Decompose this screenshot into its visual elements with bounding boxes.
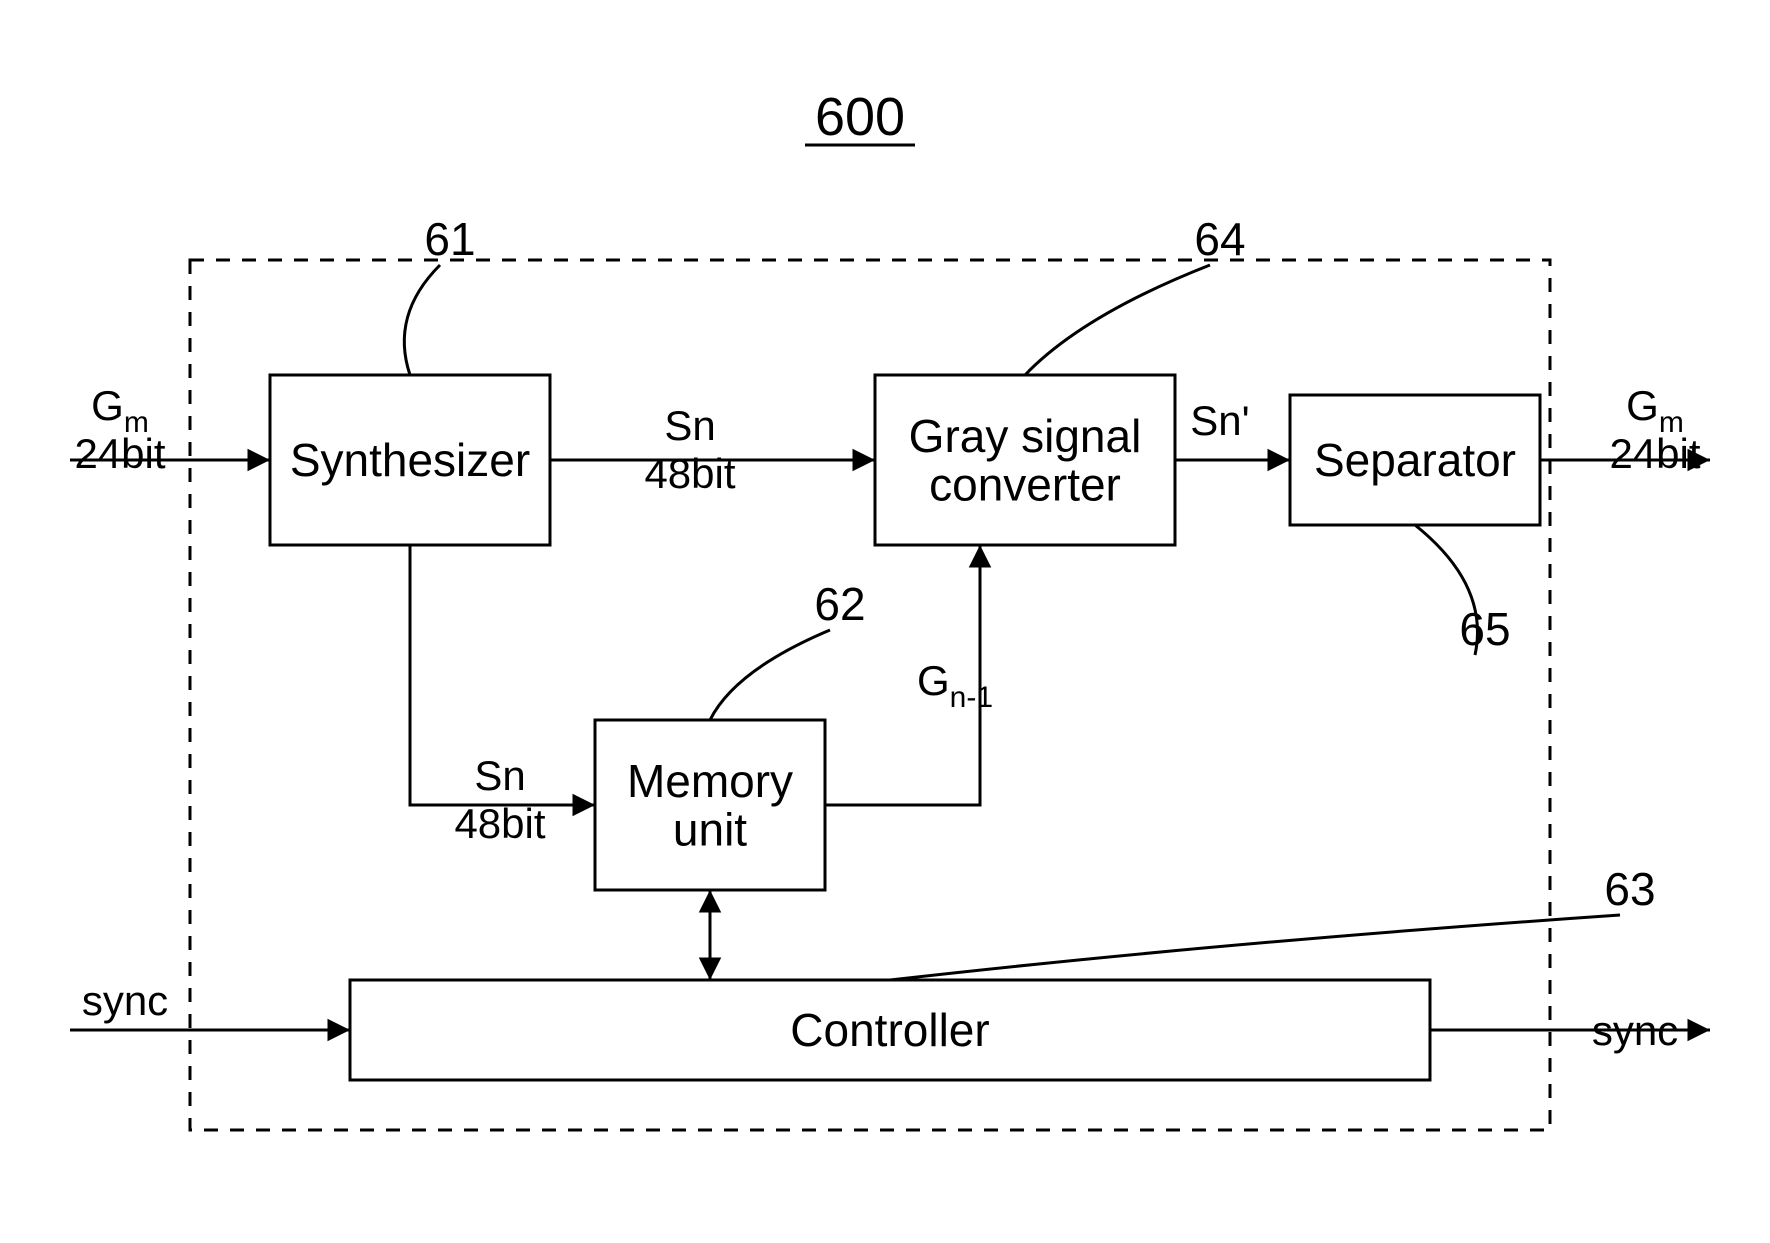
label-sync-out: sync — [1592, 1007, 1678, 1054]
memory-ref-leader — [710, 630, 830, 720]
controller-ref: 63 — [1604, 863, 1655, 915]
label-gn1: Gn-1 — [917, 657, 993, 714]
converter-label: Gray signal — [909, 410, 1142, 462]
synthesizer-ref: 61 — [424, 213, 475, 265]
label-gm-out-sub: 24bit — [1609, 430, 1700, 477]
controller-label: Controller — [790, 1004, 989, 1056]
converter-label: converter — [929, 458, 1121, 510]
label-sync-in: sync — [82, 977, 168, 1024]
label-sn-top-sub: 48bit — [644, 450, 735, 497]
memory-ref: 62 — [814, 578, 865, 630]
synthesizer-label: Synthesizer — [290, 434, 530, 486]
memory-label: unit — [673, 803, 747, 855]
synthesizer-ref-leader — [404, 265, 440, 375]
label-sn-top: Sn — [664, 402, 715, 449]
label-sn-mem-sub: 48bit — [454, 800, 545, 847]
converter-ref: 64 — [1194, 213, 1245, 265]
separator-label: Separator — [1314, 434, 1516, 486]
label-gm-in-sub: 24bit — [74, 430, 165, 477]
figure-title: 600 — [815, 87, 905, 147]
memory-label: Memory — [627, 755, 793, 807]
label-sn-mem: Sn — [474, 752, 525, 799]
label-snp: Sn' — [1190, 397, 1249, 444]
converter-ref-leader — [1025, 265, 1210, 375]
controller-ref-leader — [890, 915, 1620, 980]
separator-ref: 65 — [1459, 603, 1510, 655]
